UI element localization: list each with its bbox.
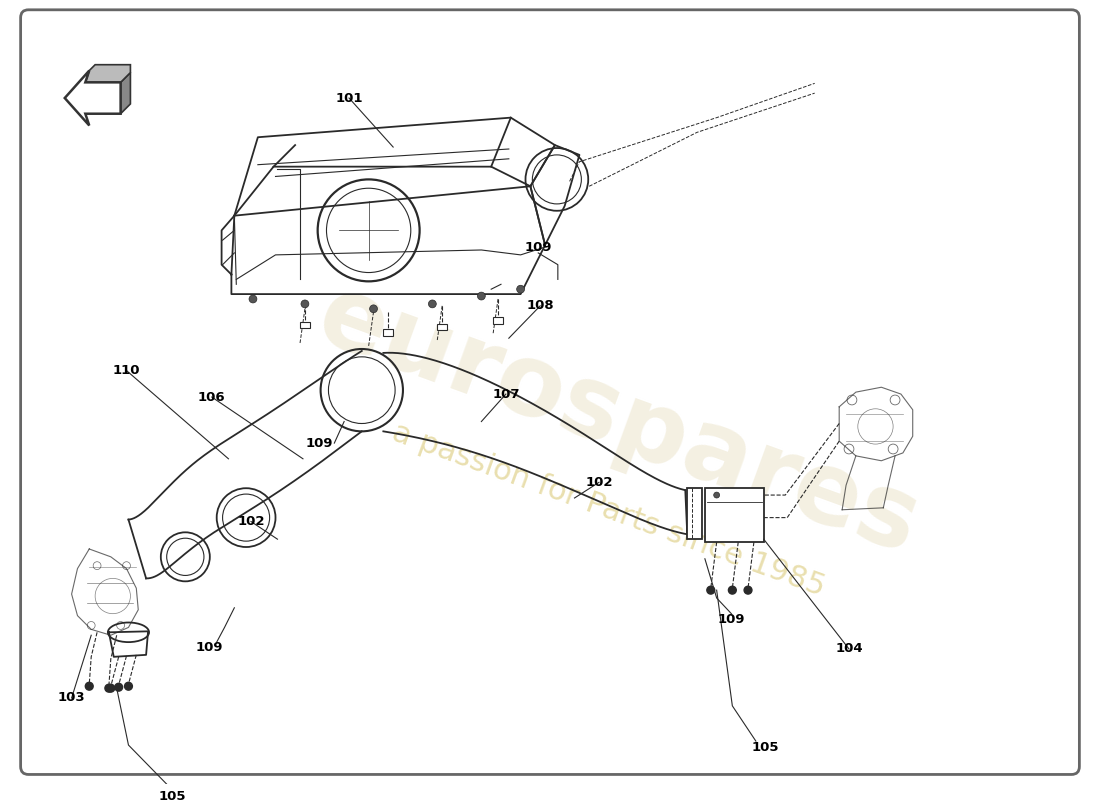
Polygon shape — [121, 73, 131, 114]
Bar — [300, 322, 310, 329]
Circle shape — [301, 300, 309, 308]
Circle shape — [249, 295, 257, 303]
Text: 109: 109 — [525, 241, 552, 254]
Circle shape — [370, 305, 377, 313]
Text: 104: 104 — [835, 642, 862, 655]
Text: 108: 108 — [527, 299, 554, 312]
Text: 109: 109 — [306, 437, 333, 450]
Text: 102: 102 — [238, 515, 265, 528]
Text: eurospares: eurospares — [305, 268, 932, 575]
FancyBboxPatch shape — [21, 10, 1079, 774]
Text: a passion for Parts since 1985: a passion for Parts since 1985 — [388, 418, 829, 602]
Polygon shape — [86, 65, 131, 82]
Text: 105: 105 — [158, 790, 186, 800]
Circle shape — [114, 683, 122, 691]
Text: 107: 107 — [492, 387, 519, 401]
Circle shape — [744, 586, 752, 594]
Circle shape — [714, 492, 719, 498]
Circle shape — [477, 292, 485, 300]
Bar — [493, 317, 503, 323]
Circle shape — [107, 684, 114, 692]
Text: 106: 106 — [198, 390, 226, 403]
Text: 101: 101 — [336, 91, 363, 105]
Circle shape — [124, 682, 132, 690]
Text: 102: 102 — [585, 476, 613, 489]
Circle shape — [517, 286, 525, 293]
Circle shape — [428, 300, 437, 308]
Text: 109: 109 — [195, 641, 222, 654]
Text: 109: 109 — [717, 613, 745, 626]
Circle shape — [728, 586, 736, 594]
Text: 103: 103 — [58, 691, 86, 705]
Bar — [688, 488, 702, 539]
FancyBboxPatch shape — [705, 488, 763, 542]
Bar — [438, 323, 447, 330]
Text: 110: 110 — [112, 364, 140, 377]
Circle shape — [707, 586, 715, 594]
Circle shape — [104, 684, 113, 692]
Polygon shape — [65, 70, 121, 126]
Bar — [383, 330, 393, 336]
Text: 105: 105 — [752, 741, 780, 754]
Circle shape — [86, 682, 94, 690]
